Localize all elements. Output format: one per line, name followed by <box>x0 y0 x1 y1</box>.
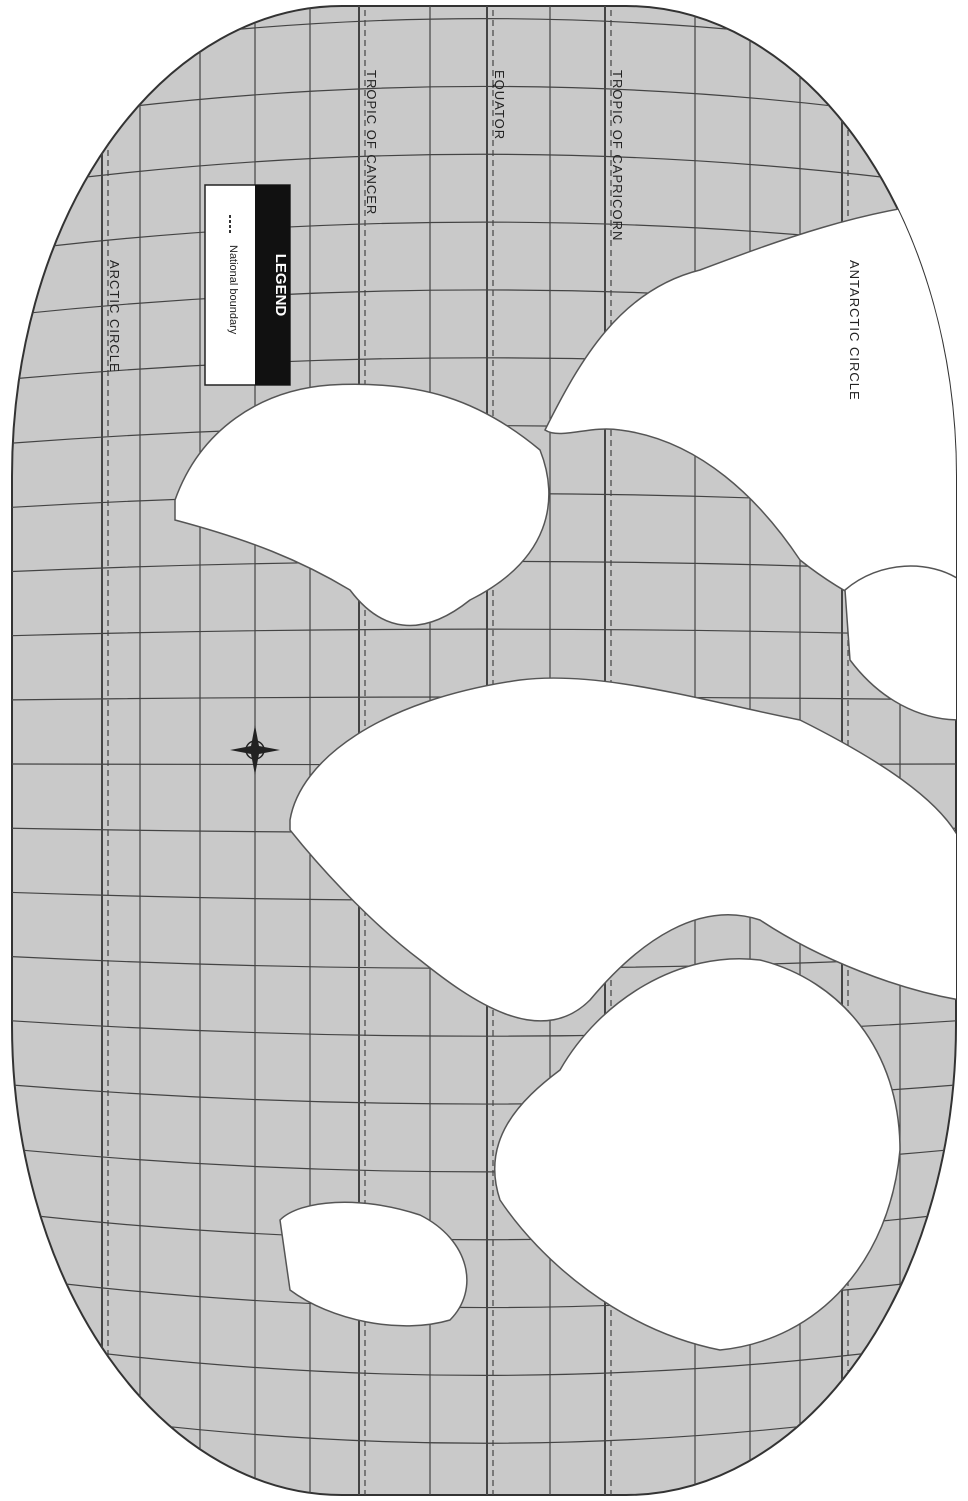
compass-star <box>230 725 280 775</box>
parallel-label: ARCTIC CIRCLE <box>107 260 122 373</box>
meridian <box>12 628 956 637</box>
landmass <box>289 677 956 1022</box>
meridian <box>12 1339 956 1376</box>
parallel-label: TROPIC OF CAPRICORN <box>610 70 625 241</box>
legend-item: National boundary <box>227 245 239 335</box>
parallel-label: ANTARCTIC CIRCLE <box>847 260 862 401</box>
landmass <box>174 383 550 627</box>
meridian <box>12 85 956 125</box>
compass <box>230 725 280 775</box>
parallel-label: EQUATOR <box>492 70 507 140</box>
parallel-label: TROPIC OF CANCER <box>364 70 379 215</box>
land <box>174 199 956 1351</box>
legend-title: LEGEND <box>272 254 289 317</box>
legend: LEGEND National boundary <box>204 184 291 386</box>
landmass <box>844 565 956 721</box>
meridian <box>12 153 956 189</box>
landmass <box>494 958 901 1351</box>
legend-header <box>255 185 290 385</box>
landmass <box>279 1201 468 1327</box>
